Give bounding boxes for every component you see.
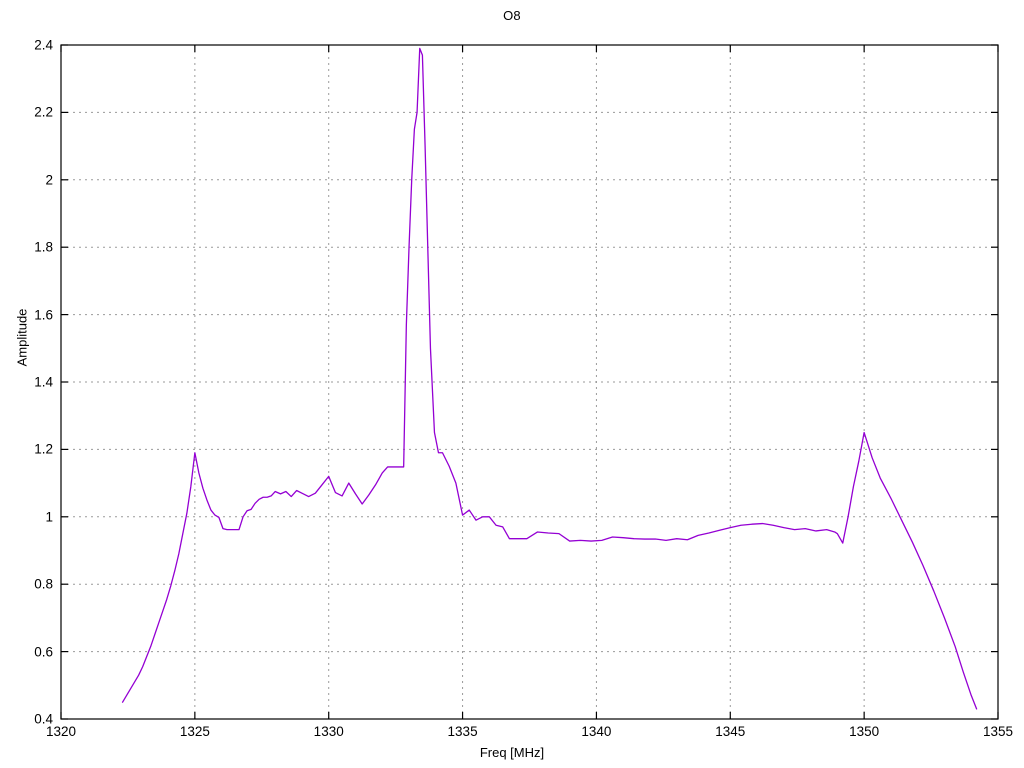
x-tick-label: 1330 (313, 724, 344, 739)
x-tick-label: 1355 (982, 724, 1014, 739)
chart-title: O8 (503, 8, 521, 23)
y-tick-label: 1 (45, 509, 53, 525)
x-tick-label: 1335 (447, 724, 478, 739)
y-tick-label: 1.2 (34, 441, 53, 457)
y-tick-label: 2.2 (34, 104, 53, 120)
x-tick-label: 1325 (179, 724, 210, 739)
x-tick-label: 1350 (849, 724, 880, 739)
y-tick-label: 1.6 (34, 307, 53, 323)
grid-lines (61, 45, 998, 719)
y-tick-label: 2 (45, 172, 53, 188)
y-tick-label: 0.4 (34, 711, 53, 727)
x-tick-label: 1320 (45, 724, 77, 739)
data-series-line (121, 47, 978, 710)
y-tick-label: 1.8 (34, 239, 53, 255)
plot-frame (60, 44, 999, 720)
x-axis-label: Freq [MHz] (479, 745, 545, 760)
x-tick-label: 1345 (715, 724, 746, 739)
y-tick-label: 2.4 (34, 37, 53, 53)
y-tick-label: 0.6 (34, 644, 53, 660)
y-tick-label: 0.8 (34, 576, 53, 592)
y-tick-label: 1.4 (34, 374, 53, 390)
x-tick-label: 1340 (581, 724, 612, 739)
